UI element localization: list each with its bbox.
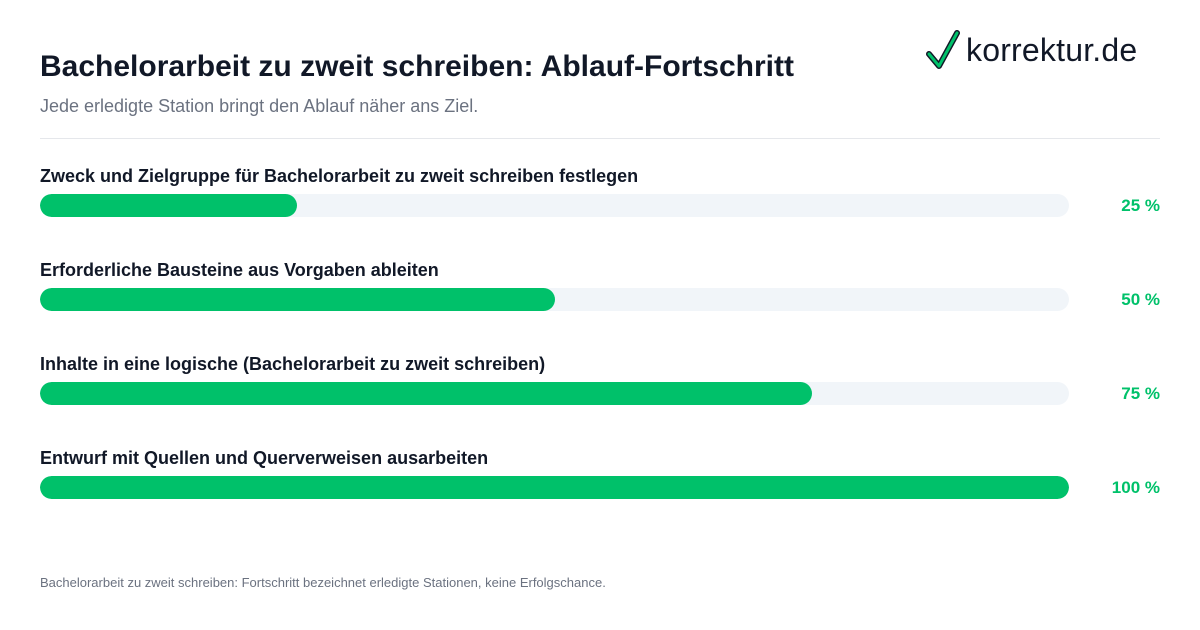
progress-row: Zweck und Zielgruppe für Bachelorarbeit …: [40, 166, 1160, 260]
brand-logo[interactable]: korrektur.de: [926, 30, 1137, 70]
progress-bar: [40, 288, 555, 311]
progress-row: Inhalte in eine logische (Bachelorarbeit…: [40, 354, 1160, 448]
progress-label: Entwurf mit Quellen und Querverweisen au…: [40, 448, 489, 468]
progress-chart: Zweck und Zielgruppe für Bachelorarbeit …: [40, 166, 1160, 542]
progress-track: [40, 382, 1069, 405]
progress-label: Inhalte in eine logische (Bachelorarbeit…: [40, 354, 546, 374]
progress-bar: [40, 476, 1069, 499]
progress-bar: [40, 194, 298, 217]
progress-track: [40, 194, 1069, 217]
progress-value: 25 %: [1121, 196, 1160, 215]
checkmark-icon: [926, 30, 960, 69]
chart-title: Bachelorarbeit zu zweit schreiben: Ablau…: [40, 50, 794, 83]
progress-track: [40, 476, 1069, 499]
progress-value: 50 %: [1121, 290, 1160, 309]
progress-label: Zweck und Zielgruppe für Bachelorarbeit …: [40, 166, 639, 186]
header-divider: [40, 138, 1160, 139]
footnote: Bachelorarbeit zu zweit schreiben: Forts…: [40, 575, 606, 590]
progress-row: Erforderliche Bausteine aus Vorgaben abl…: [40, 260, 1160, 354]
progress-value: 75 %: [1121, 384, 1160, 403]
progress-bar: [40, 382, 812, 405]
progress-value: 100 %: [1111, 478, 1160, 497]
progress-label: Erforderliche Bausteine aus Vorgaben abl…: [40, 260, 439, 280]
progress-row: Entwurf mit Quellen und Querverweisen au…: [40, 448, 1160, 542]
progress-track: [40, 288, 1069, 311]
chart-subtitle: Jede erledigte Station bringt den Ablauf…: [40, 96, 479, 116]
brand-name: korrektur.de: [966, 31, 1138, 68]
